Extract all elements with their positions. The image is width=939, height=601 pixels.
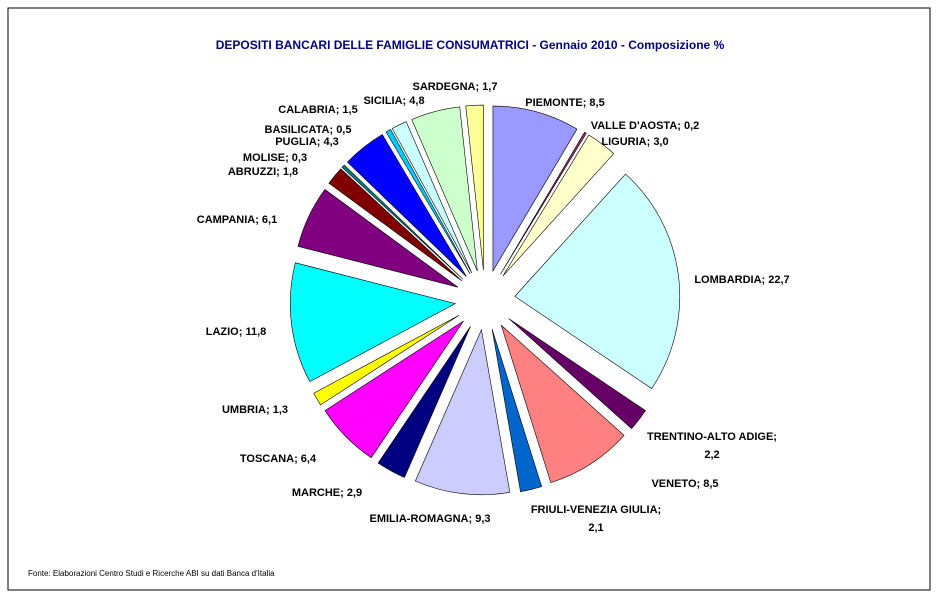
pie-slice bbox=[377, 326, 471, 478]
slice-label: TOSCANA; 6,4 bbox=[240, 453, 317, 465]
slice-label: EMILIA-ROMAGNA; 9,3 bbox=[370, 513, 491, 525]
slice-label: VALLE D'AOSTA; 0,2 bbox=[591, 120, 700, 132]
slice-label: VENETO; 8,5 bbox=[651, 478, 718, 490]
label-line: FRIULI-VENEZIA GIULIA; bbox=[531, 504, 661, 516]
pie-slice bbox=[508, 318, 646, 430]
slice-label: MARCHE; 2,9 bbox=[292, 487, 362, 499]
slice-label: SICILIA; 4,8 bbox=[363, 95, 424, 107]
slice-label: LIGURIA; 3,0 bbox=[601, 136, 668, 148]
slice-label: CAMPANIA; 6,1 bbox=[197, 214, 277, 226]
pie-slice bbox=[491, 329, 543, 493]
slice-label: PIEMONTE; 8,5 bbox=[525, 97, 604, 109]
pie-slice bbox=[391, 121, 473, 274]
label-line: TRENTINO-ALTO ADIGE; bbox=[647, 431, 777, 443]
pie-slice bbox=[347, 134, 467, 277]
pie-slice bbox=[492, 105, 578, 273]
slice-label: LOMBARDIA; 22,7 bbox=[694, 274, 789, 286]
slice-label: LAZIO; 11,8 bbox=[206, 326, 267, 338]
slice-label: TRENTINO-ALTO ADIGE; 2,2 bbox=[647, 431, 777, 461]
slice-label: BASILICATA; 0,5 bbox=[265, 124, 352, 136]
pie-slice bbox=[500, 131, 587, 275]
pie-slice bbox=[411, 106, 478, 272]
pie-slice bbox=[297, 189, 459, 288]
pie-slice bbox=[465, 104, 484, 271]
pie-slice bbox=[324, 320, 464, 459]
pie-slice bbox=[313, 314, 460, 406]
pie-slice bbox=[289, 262, 457, 382]
pie-slice bbox=[414, 328, 511, 496]
pie-slice bbox=[502, 134, 615, 277]
pie-slice bbox=[500, 324, 625, 483]
slice-label: SARDEGNA; 1,7 bbox=[413, 81, 498, 93]
chart-border bbox=[7, 7, 931, 591]
slice-label: PUGLIA; 4,3 bbox=[275, 136, 339, 148]
pie-slice bbox=[514, 173, 681, 389]
slice-label: FRIULI-VENEZIA GIULIA; 2,1 bbox=[531, 504, 661, 534]
slice-label: ABRUZZI; 1,8 bbox=[228, 166, 298, 178]
label-line: 2,2 bbox=[704, 449, 719, 461]
slice-label: MOLISE; 0,3 bbox=[243, 152, 307, 164]
pie-slice bbox=[341, 164, 464, 280]
chart-title: DEPOSITI BANCARI DELLE FAMIGLIE CONSUMAT… bbox=[216, 38, 725, 52]
source-note: Fonte: Elaborazioni Centro Studi e Ricer… bbox=[28, 569, 275, 578]
label-line: 2,1 bbox=[588, 522, 603, 534]
pie-slice bbox=[385, 128, 471, 275]
slice-label: UMBRIA; 1,3 bbox=[222, 404, 288, 416]
slice-label: CALABRIA; 1,5 bbox=[278, 104, 357, 116]
pie-slice bbox=[328, 168, 463, 282]
